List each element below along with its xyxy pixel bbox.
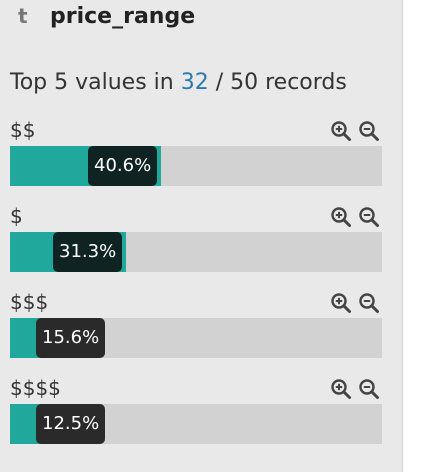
value-percent-tag: 12.5% bbox=[36, 404, 106, 444]
value-label: $$$ bbox=[10, 290, 49, 314]
value-bar-track[interactable]: 12.5% bbox=[10, 404, 382, 444]
zoom-out-icon[interactable] bbox=[358, 206, 380, 228]
summary-count: 32 bbox=[180, 70, 209, 95]
value-percent-tag: 40.6% bbox=[88, 146, 158, 186]
value-label: $$$$ bbox=[10, 376, 61, 400]
zoom-in-icon[interactable] bbox=[330, 378, 352, 400]
field-name: price_range bbox=[50, 3, 196, 29]
value-row: $$$$ 12.5% bbox=[10, 376, 382, 458]
panel-divider bbox=[402, 0, 403, 472]
zoom-in-icon[interactable] bbox=[330, 292, 352, 314]
value-label: $$ bbox=[10, 118, 36, 142]
field-panel: t price_range Top 5 values in 32 / 50 re… bbox=[0, 0, 402, 472]
summary-suffix: records bbox=[258, 70, 347, 95]
summary-total: 50 bbox=[230, 70, 259, 95]
value-label: $ bbox=[10, 204, 23, 228]
summary-prefix: Top 5 values in bbox=[10, 70, 181, 95]
field-header: t price_range bbox=[18, 2, 195, 30]
zoom-out-icon[interactable] bbox=[358, 120, 380, 142]
value-bar-track[interactable]: 40.6% bbox=[10, 146, 382, 186]
zoom-out-icon[interactable] bbox=[358, 378, 380, 400]
zoom-out-icon[interactable] bbox=[358, 292, 380, 314]
value-row: $$ 40.6% bbox=[10, 118, 382, 200]
summary-separator: / bbox=[208, 70, 231, 95]
value-percent-tag: 31.3% bbox=[53, 232, 123, 272]
zoom-in-icon[interactable] bbox=[330, 120, 352, 142]
value-percent-tag: 15.6% bbox=[36, 318, 106, 358]
zoom-in-icon[interactable] bbox=[330, 206, 352, 228]
values-summary: Top 5 values in 32 / 50 records bbox=[10, 70, 347, 95]
value-row: $31.3% bbox=[10, 204, 382, 286]
field-type-badge: t bbox=[18, 4, 28, 28]
value-bar-track[interactable]: 31.3% bbox=[10, 232, 382, 272]
value-bar-track[interactable]: 15.6% bbox=[10, 318, 382, 358]
value-row: $$$ 15.6% bbox=[10, 290, 382, 372]
